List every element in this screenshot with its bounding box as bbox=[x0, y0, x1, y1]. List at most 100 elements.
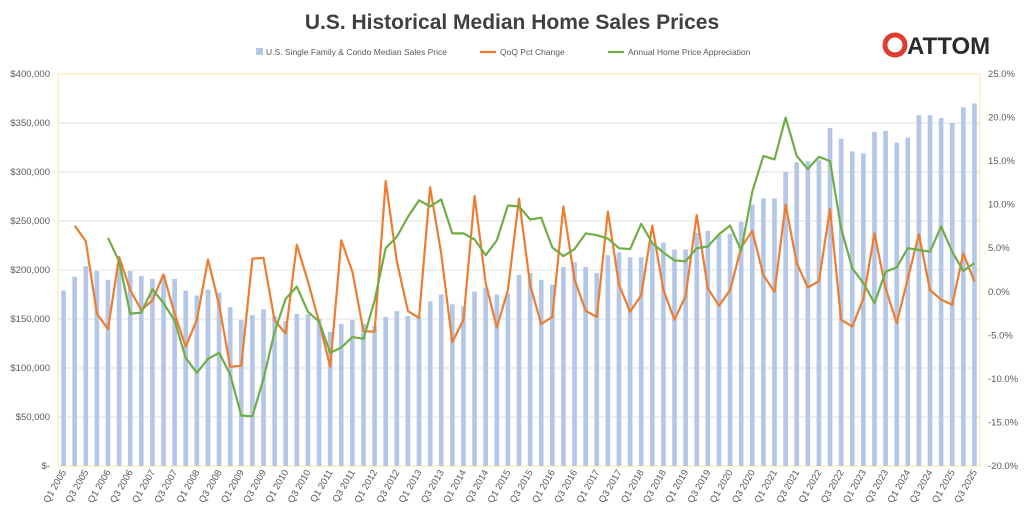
price-bar bbox=[727, 233, 733, 466]
left-tick-label: $400,000 bbox=[10, 69, 50, 80]
right-tick-label: 10.0% bbox=[988, 200, 1015, 211]
price-bar bbox=[72, 276, 77, 466]
price-bar bbox=[527, 272, 533, 466]
price-bar bbox=[605, 255, 611, 466]
price-bar bbox=[216, 292, 222, 466]
price-bar bbox=[105, 279, 111, 466]
left-tick-label: $- bbox=[42, 461, 50, 472]
price-bar bbox=[916, 115, 922, 466]
left-tick-label: $150,000 bbox=[10, 314, 50, 325]
legend-swatch-bar bbox=[256, 48, 263, 55]
price-bar bbox=[894, 142, 900, 466]
price-bar bbox=[872, 131, 877, 466]
line-series bbox=[73, 116, 976, 418]
price-bar bbox=[949, 123, 955, 466]
price-bar bbox=[227, 307, 233, 466]
chart-title: U.S. Historical Median Home Sales Prices bbox=[305, 11, 719, 34]
right-axis: -20.0% -15.0% -10.0% -5.0% 0.0% 5.0% 10.0% 15.0… bbox=[988, 69, 1019, 472]
price-bar bbox=[394, 311, 400, 466]
price-bar bbox=[483, 287, 489, 466]
price-bar bbox=[338, 323, 344, 466]
right-tick-label: -10.0% bbox=[988, 374, 1019, 385]
price-bar bbox=[572, 262, 577, 466]
price-bar bbox=[616, 252, 622, 466]
price-bar bbox=[316, 319, 322, 466]
legend-label: Annual Home Price Appreciation bbox=[628, 47, 751, 57]
price-bar bbox=[561, 267, 566, 466]
price-bar bbox=[738, 221, 744, 466]
price-bar bbox=[294, 314, 300, 466]
price-bar bbox=[672, 249, 677, 466]
price-bar bbox=[194, 295, 200, 466]
price-bar bbox=[94, 270, 100, 466]
right-tick-label: 5.0% bbox=[988, 243, 1010, 254]
price-bar bbox=[172, 278, 177, 466]
right-tick-label: -5.0% bbox=[988, 330, 1013, 341]
price-bar bbox=[794, 162, 800, 466]
logo-ring-icon bbox=[882, 32, 908, 58]
left-tick-label: $200,000 bbox=[10, 265, 50, 276]
price-bar bbox=[116, 265, 122, 466]
right-tick-label: -15.0% bbox=[988, 417, 1019, 428]
price-bar bbox=[272, 316, 277, 466]
price-bar bbox=[372, 325, 377, 466]
right-tick-label: -20.0% bbox=[988, 461, 1019, 472]
right-tick-label: 0.0% bbox=[988, 287, 1010, 298]
price-bar bbox=[461, 306, 466, 466]
legend: U.S. Single Family & Condo Median Sales … bbox=[256, 47, 751, 57]
price-bar bbox=[805, 161, 811, 466]
price-bar bbox=[205, 289, 211, 466]
price-bar bbox=[961, 107, 966, 466]
price-bar bbox=[138, 275, 144, 466]
right-tick-label: 15.0% bbox=[988, 156, 1015, 167]
price-bar bbox=[761, 198, 766, 466]
price-bar bbox=[827, 127, 833, 467]
price-bar bbox=[416, 317, 422, 466]
price-bar bbox=[516, 274, 522, 466]
price-bar bbox=[83, 266, 89, 466]
price-bar bbox=[405, 316, 411, 466]
price-bar bbox=[638, 257, 644, 466]
price-bar bbox=[472, 291, 477, 466]
price-bar bbox=[327, 331, 333, 466]
left-tick-label: $350,000 bbox=[10, 118, 50, 129]
price-bar bbox=[250, 315, 255, 466]
price-bar bbox=[661, 242, 666, 466]
attom-logo: ATTOM bbox=[882, 32, 990, 60]
price-bar bbox=[305, 314, 311, 466]
price-bar bbox=[849, 151, 855, 467]
price-bar bbox=[649, 242, 655, 466]
price-bar bbox=[438, 294, 444, 466]
left-axis: $- $50,000 $100,000 $150,000 $200,000 $250,00… bbox=[10, 69, 50, 472]
price-bar bbox=[583, 267, 588, 466]
price-bar bbox=[705, 230, 711, 466]
legend-label: U.S. Single Family & Condo Median Sales … bbox=[266, 47, 447, 57]
logo-text: ATTOM bbox=[907, 33, 990, 60]
price-bar bbox=[627, 257, 633, 466]
price-bar bbox=[694, 232, 700, 466]
price-bar bbox=[350, 319, 355, 466]
price-bar bbox=[261, 309, 266, 466]
price-bar bbox=[716, 234, 722, 466]
price-bar bbox=[538, 279, 544, 466]
legend-label: QoQ Pct Change bbox=[500, 47, 565, 57]
price-bar bbox=[161, 274, 166, 466]
price-bar bbox=[361, 323, 366, 466]
price-bar bbox=[972, 103, 977, 467]
price-bar bbox=[283, 320, 289, 466]
price-bar bbox=[549, 284, 555, 466]
price-bar bbox=[238, 319, 244, 466]
price-bar bbox=[838, 138, 844, 466]
price-bar bbox=[861, 153, 866, 466]
price-bar bbox=[150, 278, 155, 466]
qoq-line bbox=[73, 180, 976, 368]
right-tick-label: 20.0% bbox=[988, 113, 1015, 124]
price-bar bbox=[905, 137, 911, 466]
left-tick-label: $100,000 bbox=[10, 363, 50, 374]
price-bar bbox=[383, 317, 389, 466]
price-bar bbox=[938, 118, 944, 466]
price-bar bbox=[683, 249, 688, 466]
right-tick-label: 25.0% bbox=[988, 69, 1015, 80]
